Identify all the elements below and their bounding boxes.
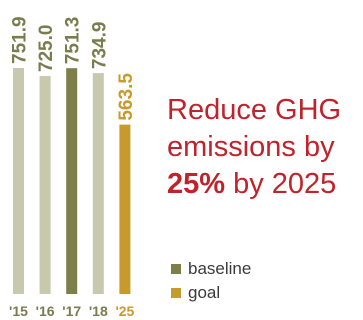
legend-label-baseline: baseline bbox=[188, 259, 252, 278]
value-label-4: 563.5 bbox=[116, 73, 137, 121]
headline-highlight: 25% bbox=[167, 168, 226, 200]
bar-4 bbox=[119, 124, 131, 294]
bar-1 bbox=[39, 76, 51, 294]
legend-label-goal: goal bbox=[188, 283, 221, 302]
legend-item-goal: goal bbox=[171, 281, 251, 305]
goal-headline: Reduce GHG emissions by 25% by 2025 bbox=[167, 92, 363, 203]
category-label-4: '25 bbox=[115, 303, 134, 319]
bar-2 bbox=[66, 68, 78, 294]
headline-line-1: Reduce GHG bbox=[167, 94, 342, 126]
legend-swatch-baseline bbox=[171, 264, 181, 274]
legend: baseline goal bbox=[171, 257, 251, 305]
value-label-3: 734.9 bbox=[89, 22, 110, 70]
bar-3 bbox=[92, 73, 104, 295]
category-label-2: '17 bbox=[62, 303, 81, 319]
legend-item-baseline: baseline bbox=[171, 257, 251, 281]
bar-0 bbox=[13, 68, 24, 294]
bar-chart: 751.9 '15 725.0 '16 751.3 '17 734.9 '18 563.5 '25 bbox=[9, 16, 137, 319]
value-label-1: 725.0 bbox=[36, 25, 57, 73]
category-label-3: '18 bbox=[89, 303, 108, 319]
category-label-1: '16 bbox=[36, 303, 55, 319]
headline-tail: by 2025 bbox=[225, 168, 337, 200]
headline-line-2: emissions by bbox=[167, 131, 335, 163]
value-label-0: 751.9 bbox=[10, 16, 31, 64]
legend-swatch-goal bbox=[171, 288, 181, 298]
headline-line-3: 25% by 2025 bbox=[167, 166, 363, 203]
category-label-0: '15 bbox=[9, 303, 28, 319]
value-label-2: 751.3 bbox=[63, 17, 84, 65]
